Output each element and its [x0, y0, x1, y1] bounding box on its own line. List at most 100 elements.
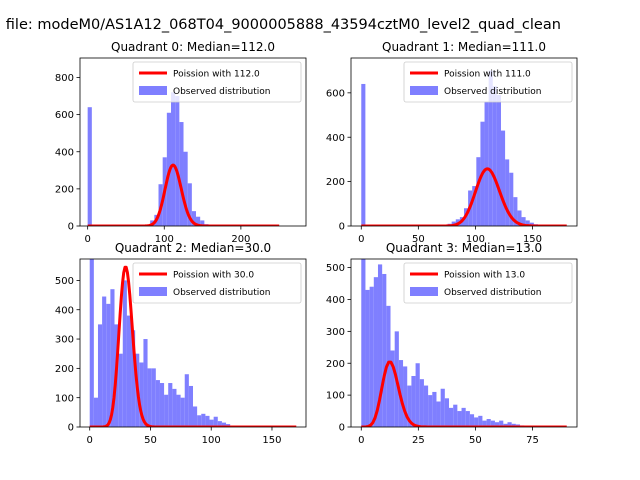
axes-frame	[79, 57, 307, 227]
histogram-bar	[131, 330, 136, 427]
legend-bar-swatch	[139, 86, 167, 95]
histogram-bar	[164, 394, 169, 427]
legend-bar-label: Observed distribution	[444, 288, 541, 298]
histogram-bar	[180, 397, 185, 427]
y-tick-label: 200	[55, 184, 74, 195]
y-tick-label: 100	[55, 393, 74, 404]
y-tick-label: 200	[326, 177, 345, 188]
legend-box	[403, 262, 573, 304]
histogram-bar	[496, 95, 501, 226]
histogram-bar	[171, 92, 176, 226]
histogram-bar	[361, 259, 366, 427]
y-tick-label: 600	[326, 88, 345, 99]
subplot-0: 0 100 200 0 200 400 600 800 Quadrant 0: Median=1…	[55, 40, 307, 245]
subplot-title: Quadrant 0: Median=112.0	[111, 40, 275, 54]
histogram-bar	[377, 264, 383, 427]
histogram-bar	[499, 420, 504, 427]
histogram-bar	[209, 419, 214, 427]
histogram-bar	[478, 415, 483, 427]
histogram-bar	[143, 339, 148, 427]
histogram-bar	[492, 86, 497, 226]
histogram-bar	[87, 107, 92, 226]
legend-bar-swatch	[410, 86, 438, 95]
histogram-bar	[507, 422, 512, 427]
x-tick-label: 0	[358, 435, 364, 446]
histogram-bar	[490, 420, 495, 427]
legend-line-label: Poission with 13.0	[444, 271, 525, 281]
histogram-bar	[118, 353, 123, 427]
histogram-bar	[213, 416, 218, 427]
histogram-bar	[423, 385, 429, 427]
histogram-bar	[193, 406, 198, 427]
x-tick-label: 200	[231, 234, 250, 245]
x-tick-label: 100	[202, 435, 221, 446]
histogram-bar	[93, 397, 98, 427]
x-tick-label: 100	[155, 234, 174, 245]
subplot-title: Quadrant 2: Median=30.0	[115, 241, 271, 255]
axes-frame	[79, 258, 307, 428]
histogram-bar	[159, 383, 165, 427]
y-tick-label: 300	[326, 327, 345, 338]
legend-bar-swatch	[410, 287, 438, 296]
subplot-title: Quadrant 3: Median=13.0	[386, 241, 542, 255]
histogram-bar	[457, 411, 462, 427]
histogram-bar	[139, 362, 144, 427]
histogram-bar	[110, 289, 115, 427]
figure-suptitle: n file: modeM0/AS1A12_068T04_9000005888_…	[0, 17, 561, 33]
histogram-bar	[197, 415, 202, 427]
histogram-bar	[179, 122, 184, 226]
histogram-bar	[511, 423, 516, 427]
histogram-bar	[390, 350, 395, 427]
histogram-bar	[486, 419, 491, 427]
y-tick-label: 0	[68, 222, 74, 233]
histogram-bar	[183, 151, 188, 226]
histogram-bar	[151, 368, 156, 427]
y-tick-label: 400	[326, 295, 345, 306]
histogram-bar	[97, 324, 103, 427]
y-tick-label: 400	[55, 305, 74, 316]
x-tick-label: 100	[466, 234, 485, 245]
x-tick-label: 0	[87, 435, 93, 446]
histogram-bar	[453, 404, 458, 427]
histogram-bar	[196, 216, 201, 226]
legend-line-label: Poission with 30.0	[173, 271, 254, 281]
histogram-bar	[474, 417, 479, 427]
legend-line-label: Poission with 112.0	[173, 70, 260, 80]
histogram-bar	[205, 415, 210, 427]
y-tick-label: 200	[55, 364, 74, 375]
histogram-bar	[176, 394, 181, 427]
histogram-bar	[461, 407, 466, 427]
subplot-1: 0 50 100 150 0 200 400 600 Quadrant 1: Median=11…	[326, 40, 578, 245]
histogram-bar	[187, 183, 192, 226]
histogram-bar	[529, 222, 534, 226]
histogram-bar	[191, 211, 197, 226]
legend-box	[132, 262, 302, 304]
histogram-bar	[449, 407, 454, 427]
y-tick-label: 500	[55, 276, 74, 287]
poisson-line	[89, 265, 297, 427]
y-tick-label: 0	[339, 222, 345, 233]
histogram-bar	[217, 421, 222, 427]
histogram-bar	[525, 220, 530, 226]
histogram-bar	[476, 157, 481, 226]
subplot-2: 0 50 100 150 0 100 200 300 400 500 Quadrant 2: Med…	[55, 241, 307, 446]
histogram-bar	[386, 305, 391, 427]
histogram-bar	[155, 380, 160, 427]
legend-box	[403, 61, 573, 103]
histogram-bar	[415, 363, 420, 427]
histogram-bar	[172, 388, 177, 427]
y-tick-label: 800	[55, 73, 74, 84]
histogram-bar	[184, 374, 189, 427]
histogram-bar	[484, 101, 489, 226]
histogram-bar	[419, 379, 424, 427]
plot-area	[89, 259, 297, 427]
subplot-title: Quadrant 1: Median=111.0	[382, 40, 546, 54]
histogram-bar	[200, 220, 205, 226]
histogram-bar	[175, 96, 180, 226]
x-tick-label: 0	[84, 234, 90, 245]
histogram-bar	[472, 186, 477, 226]
plot-area	[86, 92, 280, 226]
legend: Poission with 111.0 Observed distribution	[403, 61, 573, 103]
histogram-bar	[89, 259, 94, 427]
histogram-bar	[361, 83, 366, 226]
